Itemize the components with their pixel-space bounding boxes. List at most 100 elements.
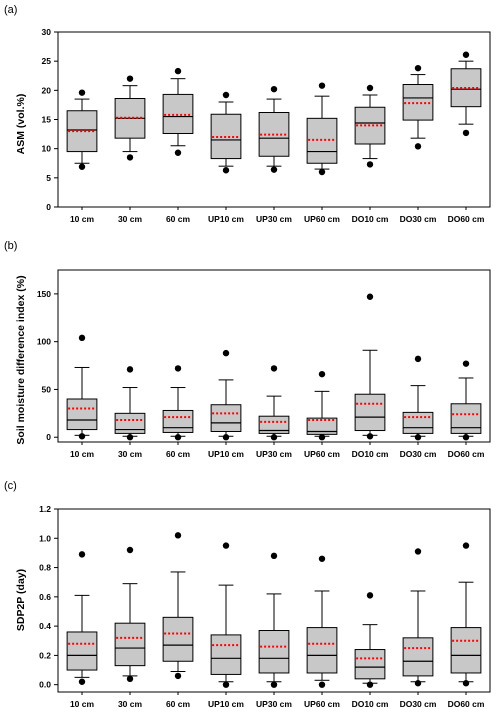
outlier-point (270, 365, 278, 372)
box (354, 393, 386, 432)
outlier-point (126, 434, 134, 441)
y-tick-label: 1.2 (39, 504, 51, 514)
box (66, 631, 98, 671)
outlier-point (318, 370, 326, 378)
x-tick-label: 30 cm (118, 699, 143, 709)
x-tick-label: UP30 cm (256, 449, 292, 459)
outlier-point (414, 143, 422, 150)
panel-a-label: (a) (4, 4, 17, 16)
y-tick-label: 25 (42, 56, 52, 66)
outlier-point (318, 681, 326, 688)
outlier-point (174, 532, 182, 539)
outlier-point (462, 434, 470, 441)
outlier-point (126, 154, 134, 161)
box (162, 616, 194, 662)
panel-b-ylabel: Soil moisture difference index (%) (15, 275, 27, 444)
outlier-point (366, 433, 374, 440)
panel-b-plot: 0 50 100 150 10 cm 30 cm 60 cm UP10 cm UP30 cm UP… (37, 269, 491, 459)
box (402, 637, 434, 677)
x-tick-label: 10 cm (70, 449, 95, 459)
box (450, 627, 482, 674)
x-tick-label: UP60 cm (304, 214, 340, 224)
outlier-point (366, 84, 374, 92)
x-tick-label: DO30 cm (400, 449, 437, 459)
box (114, 412, 146, 434)
outlier-point (366, 592, 374, 599)
outlier-point (318, 555, 326, 562)
y-tick-label: 0.6 (39, 592, 51, 602)
panel-b-label: (b) (4, 240, 17, 252)
x-tick-label: 30 cm (118, 449, 143, 459)
outlier-point (318, 434, 326, 441)
x-tick-label: 10 cm (70, 699, 95, 709)
panel-b: (b) Soil moisture difference index (%) 0… (4, 240, 491, 459)
outlier-point (414, 434, 422, 441)
outlier-point (78, 163, 86, 170)
x-tick-label: DO10 cm (352, 699, 389, 709)
outlier-point (126, 546, 134, 554)
outlier-point (414, 548, 422, 555)
panel-a-ylabel: ASM (vol.%) (15, 94, 27, 155)
outlier-point (126, 366, 134, 373)
x-tick-label: DO10 cm (352, 449, 389, 459)
box (354, 649, 386, 680)
x-tick-label: DO60 cm (448, 214, 485, 224)
outlier-point (78, 89, 86, 96)
outlier-point (78, 334, 86, 342)
x-tick-label: 10 cm (70, 214, 95, 224)
x-tick-label: UP30 cm (256, 699, 292, 709)
box (258, 415, 290, 434)
outlier-point (366, 293, 374, 300)
outlier-point (174, 149, 182, 156)
x-tick-label: 60 cm (166, 449, 191, 459)
x-tick-label: DO60 cm (448, 449, 485, 459)
y-tick-label: 100 (37, 337, 51, 347)
outlier-point (174, 67, 182, 75)
box (162, 409, 194, 433)
panel-a: (a) ASM (vol.%) 0 5 10 15 20 25 30 10 cm 30 cm 60… (4, 4, 491, 224)
x-tick-label: DO10 cm (352, 214, 389, 224)
outlier-point (462, 680, 470, 687)
x-tick-label: UP60 cm (304, 699, 340, 709)
outlier-point (126, 675, 134, 683)
outlier-point (174, 434, 182, 441)
box (210, 634, 242, 675)
outlier-point (414, 680, 422, 687)
y-tick-label: 0.8 (39, 563, 51, 573)
y-tick-label: 20 (42, 85, 52, 95)
x-tick-label: UP30 cm (256, 214, 292, 224)
outlier-point (174, 365, 182, 372)
outlier-point (222, 542, 230, 549)
outlier-point (366, 161, 374, 168)
outlier-point (270, 552, 278, 560)
y-tick-label: 0.4 (39, 621, 51, 631)
outlier-point (222, 349, 230, 357)
outlier-point (78, 678, 86, 685)
x-tick-label: 30 cm (118, 214, 143, 224)
x-tick-label: 60 cm (166, 699, 191, 709)
outlier-point (126, 75, 134, 82)
y-tick-label: 0.0 (39, 680, 51, 690)
y-tick-label: 0 (46, 432, 51, 442)
panel-c-plot: 0.0 0.2 0.4 0.6 0.8 1.0 1.2 10 cm 30 cm 60 cm UP10… (39, 504, 491, 709)
outlier-point (270, 166, 278, 173)
outlier-point (318, 168, 326, 176)
outlier-point (270, 434, 278, 441)
y-tick-label: 0.2 (39, 650, 51, 660)
box (66, 398, 98, 431)
outlier-point (462, 51, 470, 58)
outlier-point (222, 434, 230, 441)
box (210, 404, 242, 432)
outlier-point (174, 672, 182, 680)
outlier-point (222, 91, 230, 99)
outlier-point (414, 64, 422, 72)
x-tick-label: UP10 cm (208, 214, 244, 224)
outlier-point (78, 551, 86, 558)
outlier-point (414, 355, 422, 363)
y-tick-label: 1.0 (39, 533, 51, 543)
y-tick-label: 10 (42, 144, 52, 154)
box (114, 622, 146, 667)
x-tick-label: 60 cm (166, 214, 191, 224)
outlier-point (270, 681, 278, 688)
